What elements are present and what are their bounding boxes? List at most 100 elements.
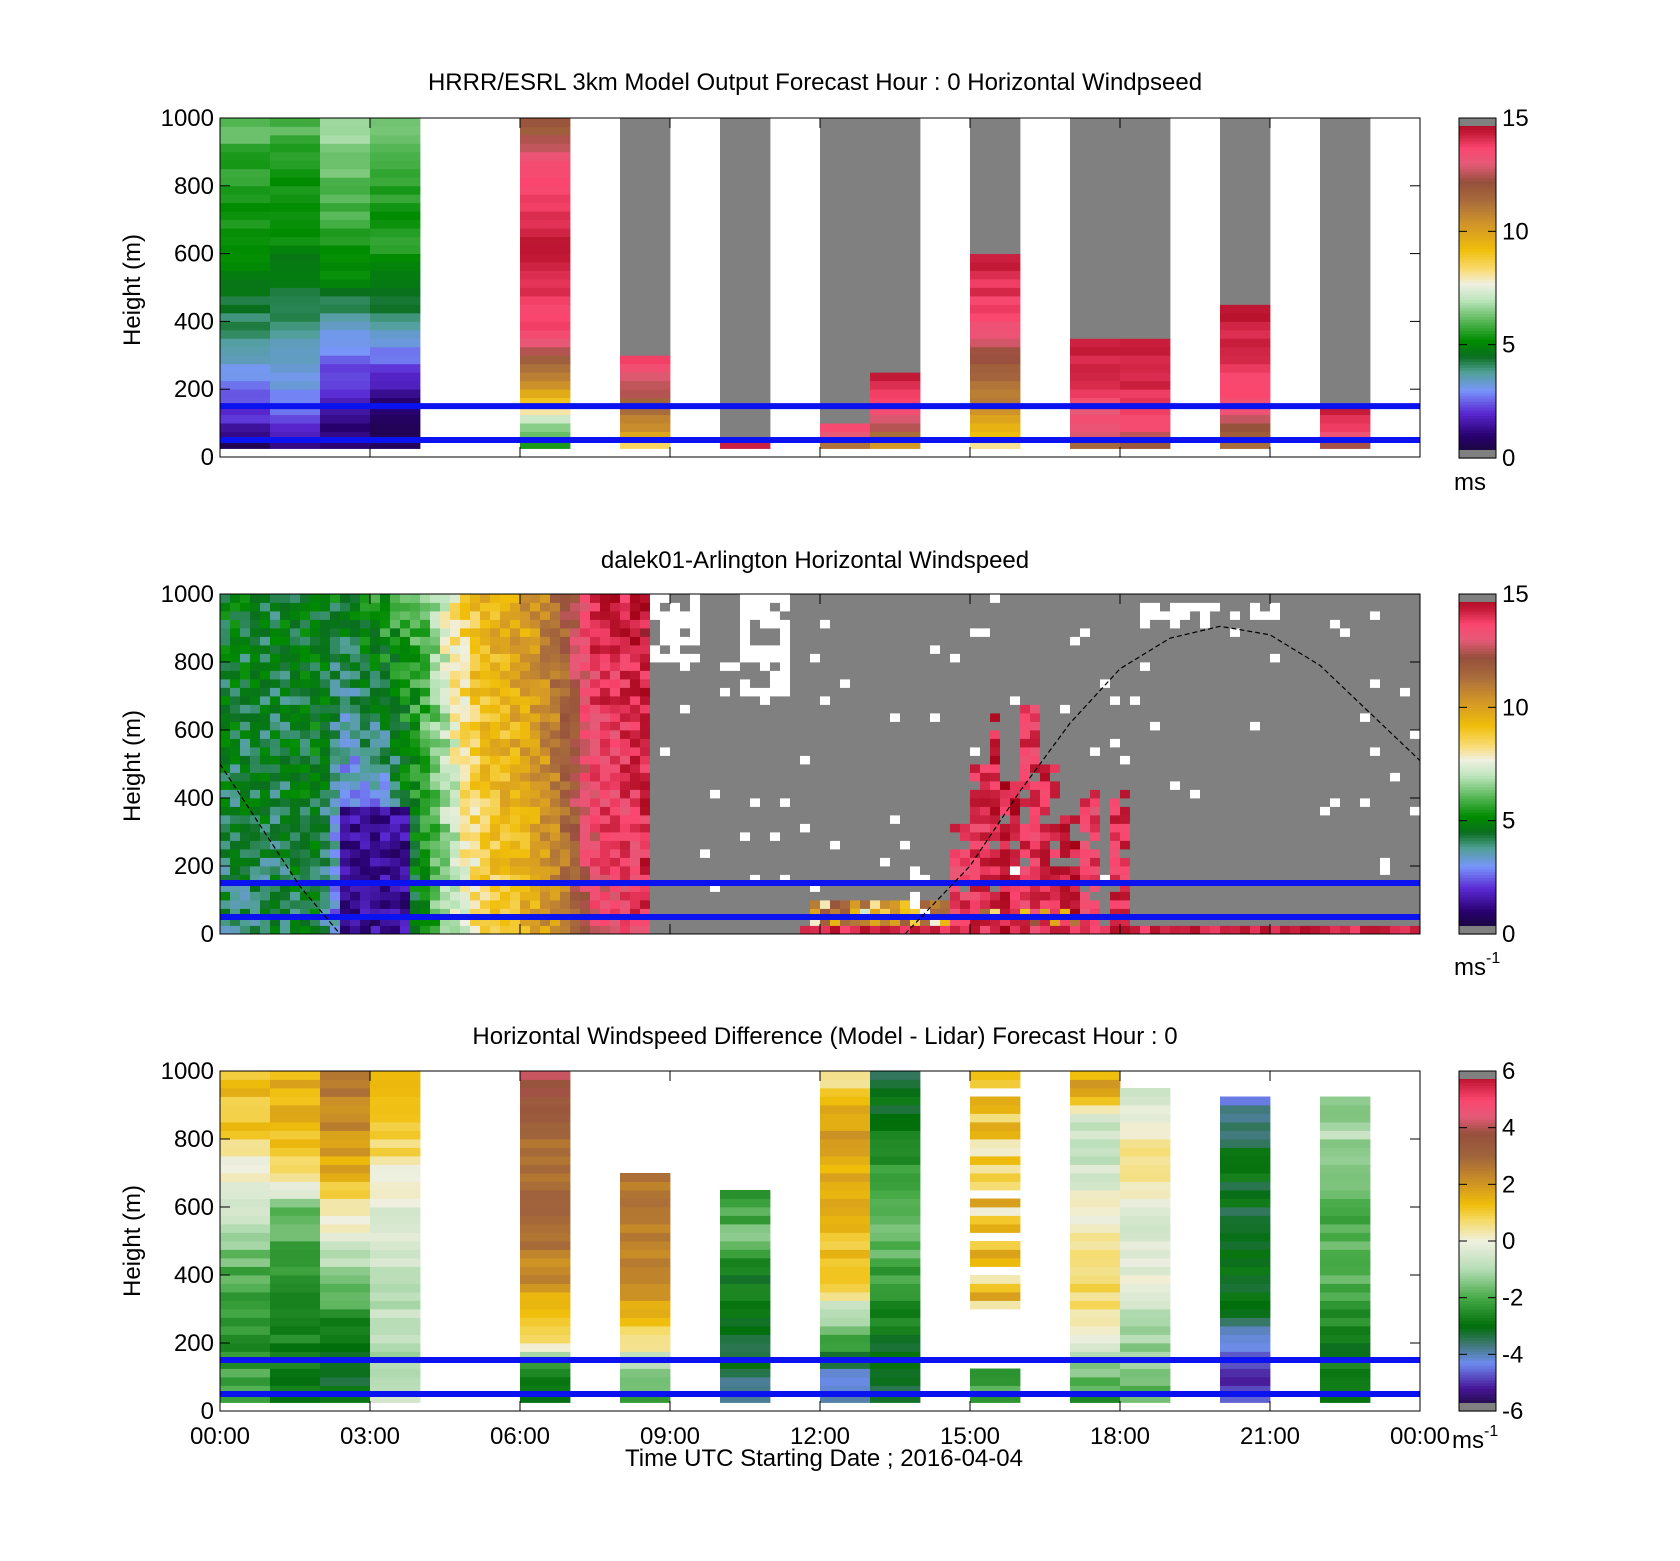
heatmap-cell [320, 194, 371, 204]
heatmap-cell [240, 594, 251, 603]
heatmap-cell [320, 414, 371, 424]
heatmap-cell [240, 900, 251, 909]
heatmap-cell [1070, 645, 1081, 654]
heatmap-cell [890, 679, 901, 688]
heatmap-cell [1120, 840, 1131, 850]
heatmap-cell [820, 687, 831, 697]
heatmap-cell [1000, 602, 1011, 612]
heatmap-cell [1060, 738, 1071, 748]
heatmap-cell [680, 815, 691, 824]
heatmap-cell [890, 917, 901, 926]
heatmap-cell [740, 900, 751, 909]
heatmap-cell [360, 764, 371, 773]
heatmap-cell [840, 645, 851, 654]
heatmap-cell [580, 764, 591, 773]
heatmap-cell [460, 679, 471, 688]
heatmap-cell [400, 594, 411, 603]
heatmap-cell [900, 687, 911, 697]
heatmap-cell [440, 798, 451, 807]
heatmap-cell [230, 670, 241, 680]
heatmap-cell [1220, 279, 1271, 288]
heatmap-cell [410, 738, 421, 748]
heatmap-cell [860, 713, 871, 722]
heatmap-cell [1150, 857, 1161, 867]
heatmap-cell [1160, 594, 1171, 603]
heatmap-cell [680, 670, 691, 680]
heatmap-cell [1120, 423, 1171, 432]
heatmap-cell [310, 653, 321, 663]
heatmap-cell [630, 730, 641, 739]
heatmap-cell [410, 891, 421, 901]
heatmap-cell [580, 738, 591, 748]
heatmap-cell [960, 866, 971, 875]
heatmap-cell [260, 874, 271, 884]
heatmap-cell [1110, 815, 1121, 824]
heatmap-cell [1110, 874, 1121, 884]
heatmap-cell [400, 866, 411, 875]
heatmap-cell [1000, 713, 1011, 722]
heatmap-cell [1170, 840, 1181, 850]
heatmap-cell [1210, 874, 1221, 884]
heatmap-cell [550, 696, 561, 705]
heatmap-cell [560, 883, 571, 892]
heatmap-cell [770, 594, 781, 603]
heatmap-cell [1180, 704, 1191, 714]
heatmap-cell [1150, 730, 1161, 739]
heatmap-cell [990, 840, 1001, 850]
heatmap-cell [1040, 611, 1051, 620]
heatmap-cell [430, 891, 441, 901]
heatmap-cell [410, 645, 421, 654]
heatmap-cell [1070, 628, 1081, 637]
heatmap-cell [510, 611, 521, 620]
heatmap-cell [1210, 883, 1221, 892]
heatmap-cell [530, 772, 541, 782]
heatmap-cell [710, 891, 721, 901]
heatmap-cell [1120, 823, 1131, 833]
heatmap-cell [750, 866, 761, 875]
heatmap-cell [400, 679, 411, 688]
heatmap-cell [870, 653, 881, 663]
heatmap-cell [1050, 917, 1061, 926]
heatmap-cell [290, 840, 301, 850]
heatmap-cell [1150, 772, 1161, 782]
heatmap-cell [880, 611, 891, 620]
heatmap-cell [550, 925, 561, 935]
heatmap-cell [760, 713, 771, 722]
heatmap-cell [430, 645, 441, 654]
heatmap-cell [1080, 823, 1091, 833]
heatmap-cell [560, 738, 571, 748]
heatmap-cell [720, 279, 771, 288]
heatmap-cell [570, 891, 581, 901]
heatmap-cell [840, 670, 851, 680]
colorbar-swatch [1459, 412, 1496, 417]
heatmap-cell [350, 891, 361, 901]
heatmap-cell [370, 670, 381, 680]
heatmap-cell [1070, 287, 1121, 297]
heatmap-cell [850, 874, 861, 884]
heatmap-cell [1200, 602, 1211, 612]
heatmap-cell [350, 815, 361, 824]
heatmap-cell [280, 866, 291, 875]
heatmap-cell [610, 857, 621, 867]
heatmap-cell [290, 696, 301, 705]
heatmap-cell [540, 764, 551, 773]
heatmap-cell [400, 857, 411, 867]
heatmap-cell [430, 781, 441, 790]
heatmap-cell [490, 789, 501, 799]
heatmap-cell [510, 730, 521, 739]
heatmap-cell [1230, 900, 1241, 909]
heatmap-cell [270, 262, 321, 271]
heatmap-cell [1250, 645, 1261, 654]
heatmap-cell [720, 687, 731, 697]
heatmap-cell [770, 696, 781, 705]
heatmap-cell [520, 747, 531, 756]
heatmap-cell [1270, 849, 1281, 858]
heatmap-cell [430, 679, 441, 688]
heatmap-cell [450, 721, 461, 731]
heatmap-cell [1190, 815, 1201, 824]
heatmap-cell [400, 628, 411, 637]
heatmap-cell [260, 900, 271, 909]
heatmap-cell [300, 815, 311, 824]
heatmap-cell [1120, 372, 1171, 382]
heatmap-cell [300, 645, 311, 654]
